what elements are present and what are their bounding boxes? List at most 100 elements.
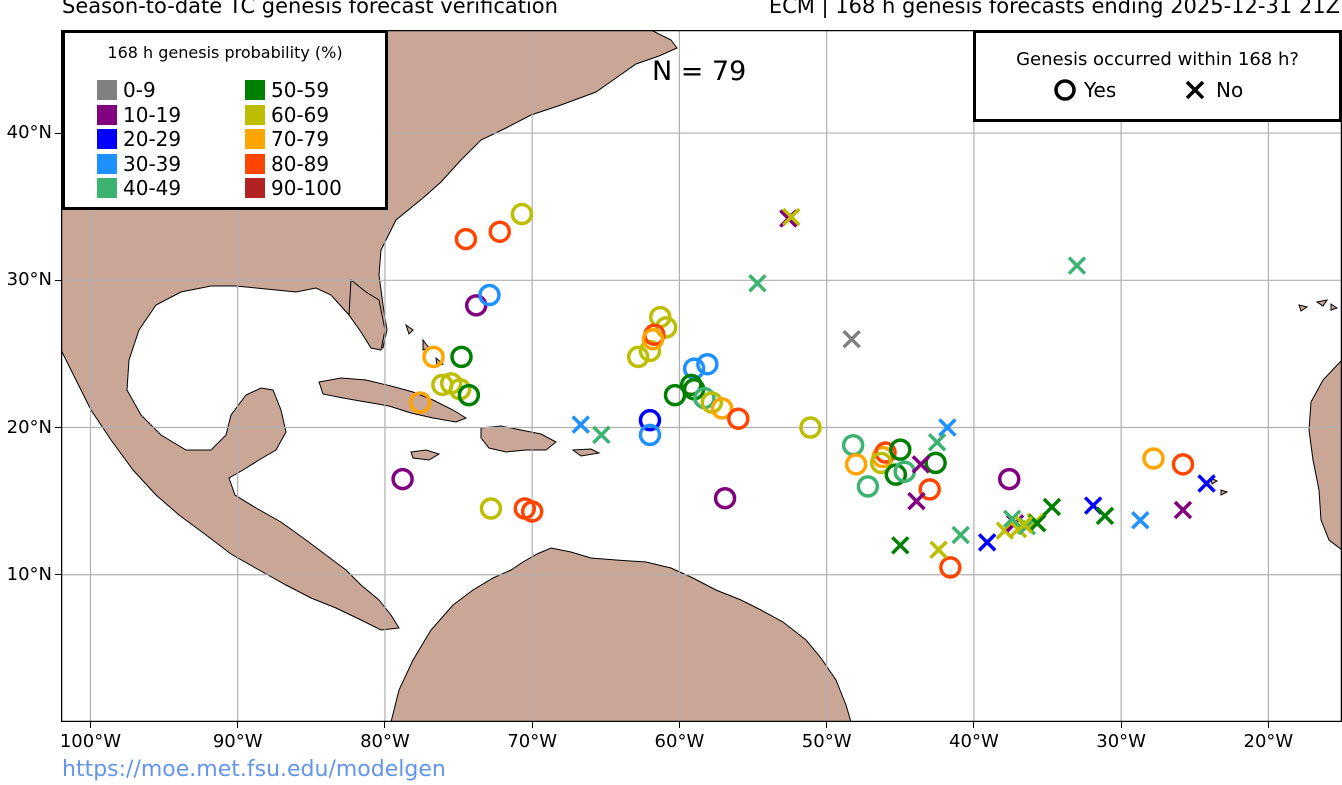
key-no: No <box>1182 77 1243 103</box>
genesis-no-marker <box>1042 497 1062 517</box>
genesis-yes-marker <box>713 486 737 510</box>
lon-label: 80°W <box>360 731 410 752</box>
lon-label: 40°W <box>949 731 999 752</box>
title-left: Season-to-date TC genesis forecast verif… <box>62 0 558 18</box>
genesis-no-marker <box>1131 511 1150 530</box>
genesis-yes-marker <box>520 500 544 523</box>
legend-item: 0-9 <box>97 78 156 102</box>
genesis-yes-marker <box>454 227 478 251</box>
genesis-yes-marker <box>409 391 432 414</box>
legend-swatch <box>97 104 117 125</box>
land-hispaniola <box>480 425 557 453</box>
genesis-yes-marker <box>488 220 512 243</box>
lon-tick <box>531 722 533 728</box>
lat-tick <box>55 132 61 134</box>
legend-item: 90-100 <box>245 176 342 200</box>
genesis-no-marker <box>592 425 611 445</box>
genesis-no-marker <box>907 491 926 511</box>
genesis-no-marker <box>1067 256 1087 275</box>
lon-label: 100°W <box>59 731 122 752</box>
legend-box: 168 h genesis probability (%) 0-9 10-19 20… <box>62 30 388 210</box>
lon-label: 20°W <box>1243 731 1294 752</box>
genesis-yes-marker <box>1142 447 1165 470</box>
genesis-yes-marker <box>422 345 445 369</box>
land-puerto-rico <box>571 448 601 457</box>
lon-tick <box>826 722 828 728</box>
lat-label: 20°N <box>6 416 52 438</box>
genesis-yes-marker <box>641 327 665 351</box>
genesis-yes-marker <box>869 451 893 475</box>
genesis-yes-marker <box>654 316 678 339</box>
genesis-yes-marker <box>874 441 897 464</box>
genesis-yes-marker <box>638 408 662 432</box>
genesis-no-marker <box>1197 474 1216 493</box>
lon-tick <box>237 722 239 728</box>
legend-item: 20-29 <box>97 127 181 151</box>
genesis-yes-marker <box>696 352 719 376</box>
legend-item: 10-19 <box>97 102 182 127</box>
genesis-yes-marker <box>844 453 868 476</box>
sample-count: N = 79 <box>652 56 747 87</box>
lon-tick <box>89 722 91 728</box>
genesis-no-marker <box>938 418 957 437</box>
lon-label: 90°W <box>212 731 263 752</box>
legend-label: 30-39 <box>123 151 182 176</box>
legend-label: 10-19 <box>123 102 182 127</box>
lon-label: 50°W <box>801 731 852 752</box>
land-jamaica <box>410 449 441 461</box>
genesis-yes-marker <box>510 202 534 226</box>
legend-label: 80-89 <box>271 151 330 176</box>
genesis-yes-marker <box>478 283 501 307</box>
title-right: ECM | 168 h genesis forecasts ending 202… <box>768 0 1340 18</box>
genesis-no-marker <box>951 525 970 545</box>
genesis-yes-marker <box>997 467 1021 491</box>
genesis-no-marker <box>929 540 948 559</box>
lon-label: 30°W <box>1096 731 1146 752</box>
genesis-yes-marker <box>626 345 650 369</box>
genesis-yes-marker <box>924 451 947 475</box>
genesis-yes-marker <box>450 345 473 369</box>
land-cape-verde <box>1210 477 1229 496</box>
genesis-yes-marker <box>856 475 880 498</box>
legend-label: 60-69 <box>271 102 330 127</box>
legend-title: 168 h genesis probability (%) <box>107 43 343 62</box>
land-cuba <box>318 377 468 423</box>
legend-item: 60-69 <box>245 102 330 127</box>
genesis-no-marker <box>891 536 910 555</box>
genesis-yes-marker <box>391 467 414 491</box>
map-panel <box>61 30 1342 722</box>
land-south-america <box>390 547 852 722</box>
genesis-no-marker <box>1173 500 1193 520</box>
genesis-yes-marker <box>799 416 822 439</box>
genesis-yes-marker <box>889 438 912 461</box>
key-yes: Yes <box>1052 77 1116 103</box>
genesis-yes-marker <box>638 423 662 447</box>
genesis-no-marker <box>1002 509 1022 529</box>
legend-swatch <box>245 80 265 100</box>
genesis-yes-marker <box>918 478 941 501</box>
legend-label: 0-9 <box>123 78 156 102</box>
lat-tick <box>55 279 61 281</box>
legend-swatch <box>245 129 265 149</box>
genesis-no-marker <box>1014 515 1034 534</box>
legend-label: 50-59 <box>271 78 330 102</box>
lat-label: 40°N <box>6 122 52 144</box>
land-canary-islands <box>1298 299 1339 312</box>
genesis-no-marker <box>1095 506 1115 526</box>
legend-swatch <box>245 178 265 198</box>
legend-label: 70-79 <box>271 127 330 151</box>
genesis-yes-marker <box>1171 453 1195 476</box>
genesis-yes-marker <box>457 383 481 407</box>
legend-swatch <box>97 153 117 174</box>
legend-label: 40-49 <box>123 176 182 200</box>
genesis-no-marker <box>911 455 931 474</box>
genesis-no-marker <box>571 415 590 434</box>
lon-label: 60°W <box>654 731 705 752</box>
lat-label: 30°N <box>6 269 52 291</box>
lon-tick <box>1267 722 1269 728</box>
lat-tick <box>55 427 61 429</box>
lon-tick <box>678 722 680 728</box>
source-url[interactable]: https://moe.met.fsu.edu/modelgen <box>62 757 446 782</box>
genesis-yes-marker <box>479 497 503 520</box>
genesis-no-marker <box>927 433 947 452</box>
